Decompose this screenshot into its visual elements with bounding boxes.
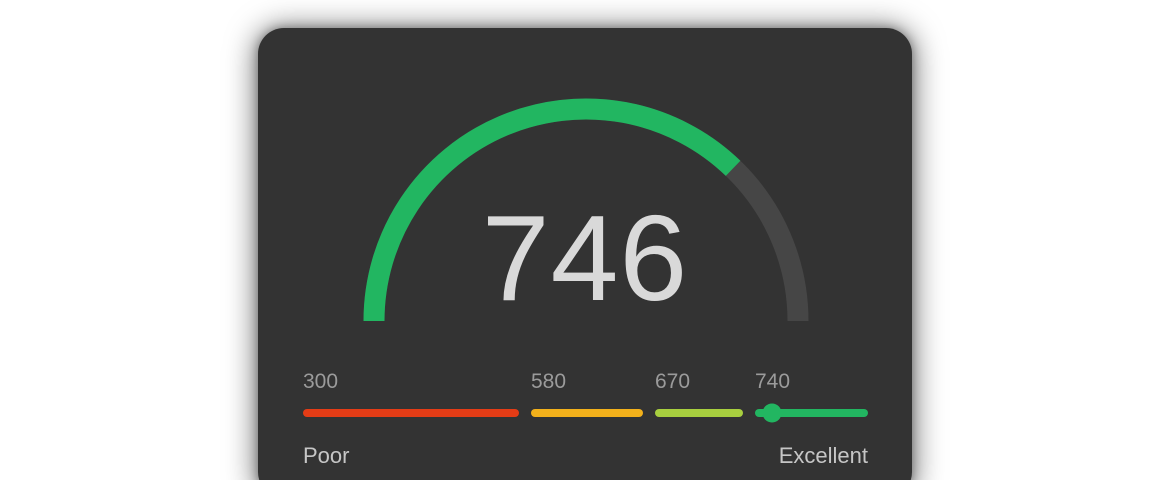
scale-bar <box>655 409 743 417</box>
score-marker-dot <box>762 403 782 423</box>
scale-tick-label: 740 <box>755 370 791 393</box>
scale-tick-label: 300 <box>303 370 339 393</box>
scale-segment: 740 <box>755 370 868 423</box>
scale-segment: 300 <box>303 371 519 417</box>
score-range-labels: Poor Excellent <box>303 443 868 469</box>
score-gauge-arc <box>363 98 809 322</box>
gauge-fill-arc <box>363 98 741 322</box>
scale-tick-label: 670 <box>655 370 691 393</box>
scale-tick-label: 580 <box>531 370 567 393</box>
score-scale: 300 580 670 740 <box>303 370 868 423</box>
range-label-excellent: Excellent <box>778 443 868 468</box>
credit-score-card: 746 300 580 670 740 Poor Excellent <box>258 28 912 480</box>
credit-score-value: 746 <box>481 190 689 326</box>
scale-segment: 580 <box>531 371 643 417</box>
scale-bar <box>531 409 643 417</box>
scale-bar <box>755 403 868 423</box>
range-label-poor: Poor <box>303 443 350 468</box>
scale-bar <box>303 409 519 417</box>
scale-segment: 670 <box>655 371 743 417</box>
